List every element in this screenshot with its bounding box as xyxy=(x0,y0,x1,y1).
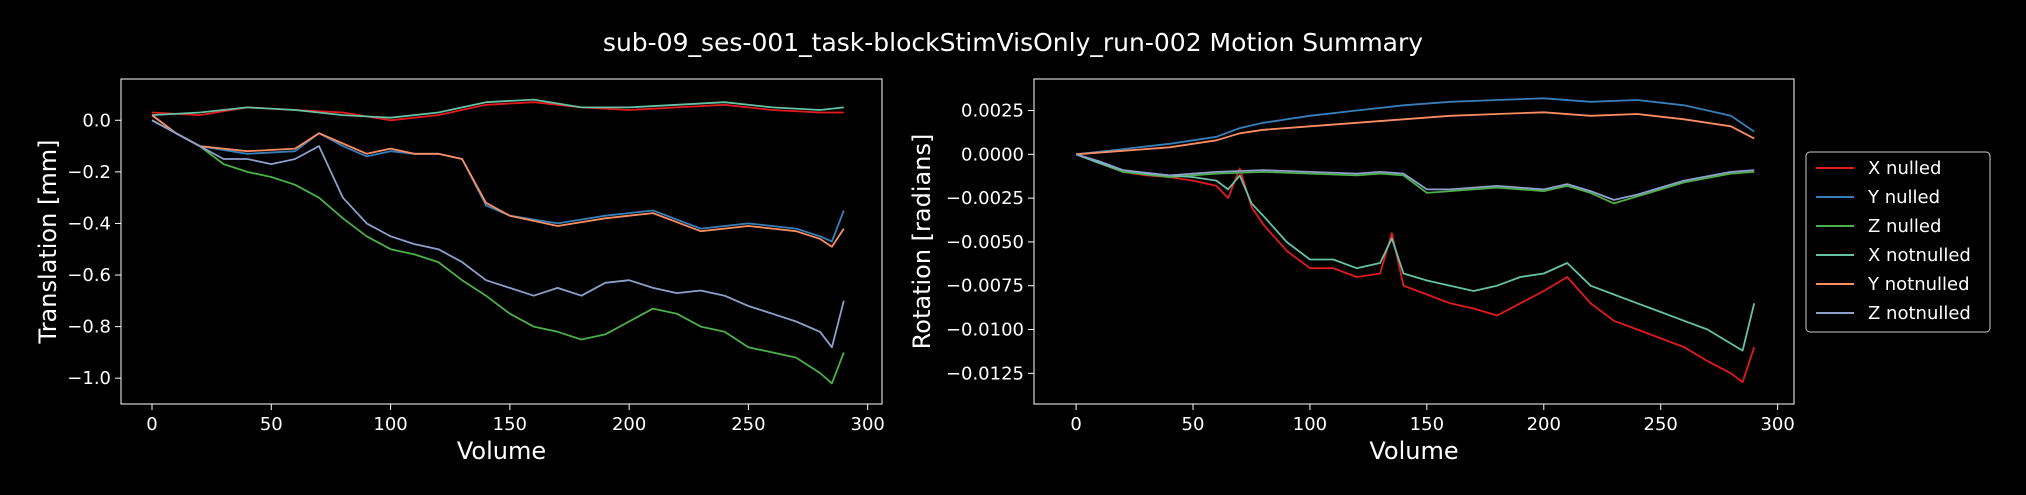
plot-0: 0 50 100 150 200 250 300 0.0 −0.2 −0.4 −0.6 −0.8 −1.… xyxy=(34,78,885,465)
series-line-y-nulled xyxy=(151,114,845,243)
y-tick-label: −1.0 xyxy=(67,368,111,389)
figure-title: sub-09_ses-001_task-blockStimVisOnly_run… xyxy=(602,28,1424,57)
series-line-x-nulled xyxy=(1075,153,1756,384)
y-tick-label: −0.4 xyxy=(67,213,111,234)
legend-label: X nulled xyxy=(1868,158,1941,179)
y-tick-label: −0.8 xyxy=(67,317,111,338)
legend-label: Y notnulled xyxy=(1867,274,1970,295)
series-line-x-nulled xyxy=(151,101,844,122)
y-tick-label: −0.6 xyxy=(67,265,111,286)
x-tick-label: 0 xyxy=(146,414,157,435)
legend-label: X notnulled xyxy=(1868,245,1971,266)
y-axis-label: Translation [mm] xyxy=(34,140,62,345)
plot-1: 0 50 100 150 200 250 300 0.0025 0.0000 −0.0025 −0.… xyxy=(908,78,1795,465)
legend: X nulled Y nulled Z nulled X notnulled Y not… xyxy=(1805,151,1991,333)
x-tick-label: 150 xyxy=(493,414,527,435)
series-line-x-notnulled xyxy=(151,98,844,119)
x-tick-label: 300 xyxy=(851,414,885,435)
x-axis-label: Volume xyxy=(1369,437,1458,465)
series-line-x-notnulled xyxy=(1075,153,1756,352)
y-tick-label: −0.0050 xyxy=(946,232,1024,253)
series-line-z-nulled xyxy=(151,119,845,385)
y-tick-label: 0.0025 xyxy=(961,101,1024,122)
y-tick-label: 0.0 xyxy=(82,110,111,131)
y-tick-label: −0.0100 xyxy=(946,320,1024,341)
x-tick-label: 250 xyxy=(1644,414,1678,435)
y-tick-label: 0.0000 xyxy=(961,144,1024,165)
legend-label: Z nulled xyxy=(1868,216,1941,237)
y-tick-label: −0.0025 xyxy=(946,188,1024,209)
series-line-y-notnulled xyxy=(151,114,845,248)
axes-frame xyxy=(1033,78,1795,405)
y-tick-label: −0.2 xyxy=(67,162,111,183)
axes-frame xyxy=(120,78,883,405)
x-tick-label: 200 xyxy=(612,414,646,435)
x-tick-label: 200 xyxy=(1527,414,1561,435)
y-axis-label: Rotation [radians] xyxy=(908,134,936,350)
x-tick-label: 100 xyxy=(1293,414,1327,435)
y-tick-label: −0.0125 xyxy=(946,363,1024,384)
series-line-y-nulled xyxy=(1076,97,1755,156)
x-axis-label: Volume xyxy=(457,437,546,465)
y-tick-label: −0.0075 xyxy=(946,276,1024,297)
x-tick-label: 300 xyxy=(1760,414,1794,435)
x-tick-label: 50 xyxy=(1182,414,1205,435)
x-tick-label: 50 xyxy=(260,414,283,435)
series-line-z-notnulled xyxy=(1075,153,1755,201)
legend-label: Y nulled xyxy=(1867,187,1940,208)
legend-label: Z notnulled xyxy=(1868,303,1971,324)
x-tick-label: 150 xyxy=(1410,414,1444,435)
x-tick-label: 100 xyxy=(373,414,407,435)
series-line-z-notnulled xyxy=(151,119,845,349)
x-tick-label: 0 xyxy=(1070,414,1081,435)
series-line-y-notnulled xyxy=(1076,111,1755,156)
x-tick-label: 250 xyxy=(731,414,765,435)
